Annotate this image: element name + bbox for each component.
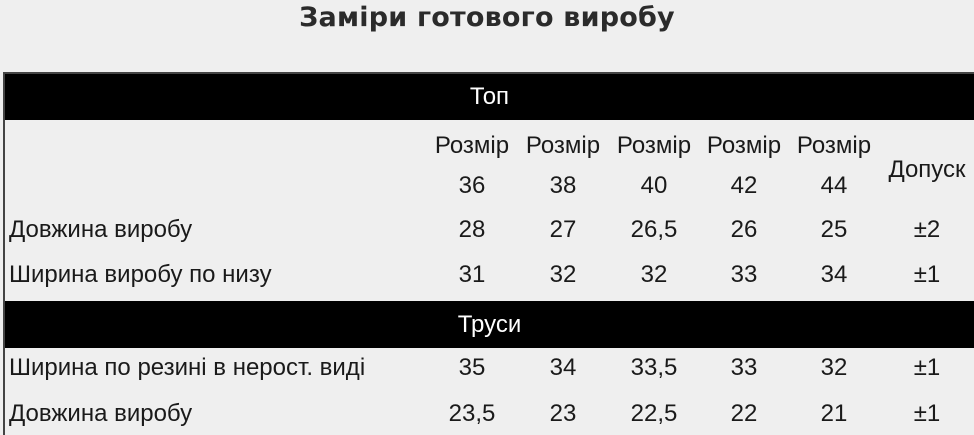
section-header-top: Топ (5, 74, 974, 120)
tolerance-header: Допуск (888, 156, 966, 183)
size-header-value: 42 (730, 172, 758, 199)
size-header-value: 44 (820, 172, 848, 199)
row-label: Ширина виробу по низу (9, 261, 272, 288)
size-header-40: Розмір 40 (609, 126, 699, 206)
value-cell: 23,5 (448, 400, 496, 427)
size-header-36: Розмір 36 (427, 126, 517, 206)
size-header-label: Розмір (706, 132, 782, 159)
size-header-label: Розмір (796, 132, 872, 159)
value-cell: 22 (730, 400, 758, 427)
value-cell: 33,5 (630, 354, 678, 381)
value-cell: 22,5 (630, 400, 678, 427)
measurements-table: Топ Розмір 36 Розмір 38 Розмір 40 Розмір… (3, 72, 974, 435)
value-cell: 26 (730, 216, 758, 243)
page-title: Заміри готового виробу (299, 2, 675, 33)
value-cell: 27 (549, 216, 577, 243)
tolerance-cell: ±1 (913, 400, 941, 427)
value-cell: 33 (730, 354, 758, 381)
row-label: Ширина по резині в нерост. виді (9, 354, 366, 381)
value-cell: 28 (458, 216, 486, 243)
value-cell: 34 (820, 261, 848, 288)
section-header-briefs: Труси (5, 301, 974, 348)
row-label: Довжина виробу (9, 400, 193, 427)
tolerance-cell: ±2 (913, 216, 941, 243)
size-header-label: Розмір (434, 132, 510, 159)
size-header-label: Розмір (616, 132, 692, 159)
row-label: Довжина виробу (9, 216, 193, 243)
value-cell: 34 (549, 354, 577, 381)
value-cell: 32 (549, 261, 577, 288)
size-header-42: Розмір 42 (699, 126, 789, 206)
size-header-38: Розмір 38 (518, 126, 608, 206)
value-cell: 32 (820, 354, 848, 381)
size-header-44: Розмір 44 (789, 126, 879, 206)
size-header-value: 40 (640, 172, 668, 199)
tolerance-cell: ±1 (913, 354, 941, 381)
value-cell: 35 (458, 354, 486, 381)
size-header-value: 36 (458, 172, 486, 199)
tolerance-cell: ±1 (913, 261, 941, 288)
value-cell: 23 (549, 400, 577, 427)
value-cell: 31 (458, 261, 486, 288)
value-cell: 25 (820, 216, 848, 243)
size-header-label: Розмір (525, 132, 601, 159)
value-cell: 33 (730, 261, 758, 288)
value-cell: 21 (820, 400, 848, 427)
value-cell: 26,5 (630, 216, 678, 243)
size-header-value: 38 (549, 172, 577, 199)
value-cell: 32 (640, 261, 668, 288)
